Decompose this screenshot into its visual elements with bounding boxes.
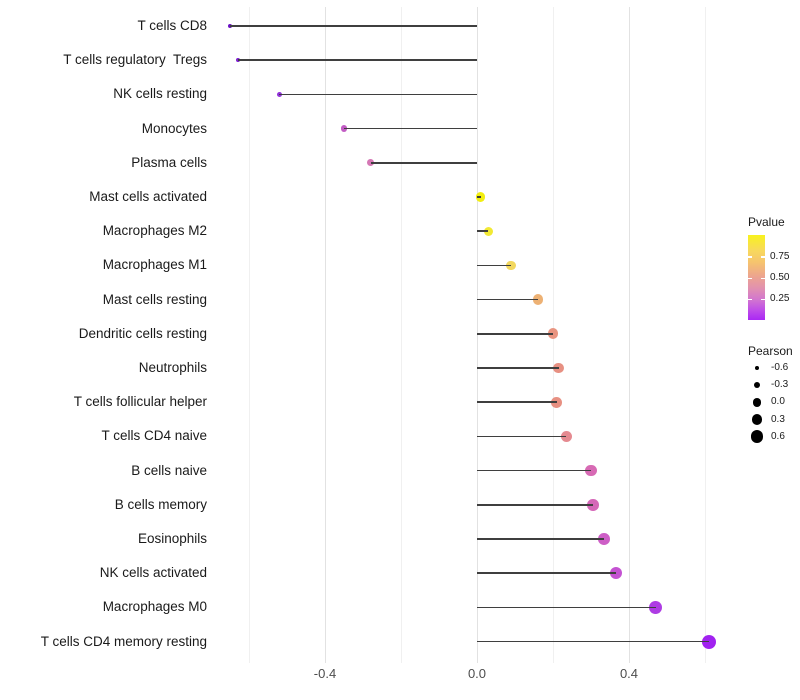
lollipop-stem — [279, 93, 477, 96]
cell-type-label: NK cells activated — [99, 565, 207, 581]
lollipop-stem — [237, 59, 477, 61]
lollipop-stem — [477, 196, 481, 198]
cell-type-label: B cells naive — [131, 462, 207, 478]
pearson-size-dot — [752, 398, 762, 407]
colorbar-tick-mark — [761, 298, 765, 301]
pearson-size-label: 0.6 — [771, 430, 785, 442]
data-point-dot — [609, 567, 622, 580]
lollipop-stem — [477, 606, 656, 609]
cell-type-label: Eosinophils — [137, 531, 207, 546]
lollipop-stem — [477, 640, 709, 643]
x-axis-tick-label: 0.4 — [619, 666, 639, 681]
cell-type-label: Macrophages M2 — [102, 223, 207, 239]
x-axis-tick-label: 0.0 — [467, 666, 487, 681]
lollipop-stem — [477, 401, 557, 403]
cell-type-label: T cells follicular helper — [73, 394, 207, 410]
cell-type-label: T cells regulatory Tregs — [63, 52, 207, 68]
cell-type-label: Mast cells resting — [102, 291, 207, 307]
pearson-size-dot — [755, 366, 759, 370]
colorbar-tick-mark — [761, 256, 765, 258]
data-point-dot — [506, 260, 517, 271]
cell-type-label: Plasma cells — [131, 154, 207, 170]
minor-gridline — [401, 7, 402, 663]
cell-type-label: Macrophages M1 — [102, 257, 207, 273]
lollipop-stem — [477, 367, 559, 369]
cell-type-label: Dendritic cells resting — [78, 325, 207, 341]
cell-type-label: Neutrophils — [138, 360, 207, 375]
pvalue-tick-label: 0.75 — [770, 250, 790, 262]
lollipop-stem — [477, 572, 616, 574]
pearson-size-dot — [751, 414, 763, 425]
cell-type-label: Mast cells activated — [89, 189, 207, 204]
colorbar-tick-mark — [748, 277, 752, 279]
pvalue-colorbar — [748, 235, 765, 320]
lollipop-stem — [477, 435, 567, 438]
lollipop-stem — [477, 298, 538, 301]
cell-type-label: T cells CD8 — [137, 18, 207, 33]
cell-type-label: Monocytes — [141, 120, 207, 136]
major-gridline — [477, 7, 478, 663]
data-point-dot — [340, 125, 348, 132]
cell-type-label: B cells memory — [114, 496, 207, 512]
pearson-size-label: -0.6 — [771, 362, 789, 373]
minor-gridline — [705, 7, 706, 663]
colorbar-tick-mark — [761, 277, 765, 279]
pearson-size-label: 0.0 — [771, 396, 785, 408]
colorbar-tick-mark — [748, 298, 752, 301]
cell-type-label: T cells CD4 memory resting — [40, 633, 207, 649]
data-point-dot — [553, 362, 565, 374]
data-point-dot — [649, 601, 663, 614]
lollipop-stem — [477, 264, 512, 267]
cell-type-label: NK cells resting — [113, 86, 207, 102]
major-gridline — [325, 7, 326, 663]
pearson-size-dot — [753, 382, 761, 389]
lollipop-stem — [344, 127, 477, 130]
lollipop-stem — [370, 162, 477, 164]
lollipop-stem — [477, 333, 553, 335]
major-gridline — [629, 7, 630, 663]
lollipop-stem — [477, 538, 605, 540]
pearson-size-dot — [750, 430, 764, 444]
data-point-dot — [701, 634, 716, 649]
pvalue-tick-label: 0.50 — [770, 272, 790, 283]
pearson-size-label: -0.3 — [771, 379, 789, 391]
data-point-dot — [560, 430, 572, 442]
data-point-dot — [367, 159, 374, 167]
lollipop-stem — [230, 25, 477, 27]
cell-type-label: T cells CD4 naive — [101, 428, 207, 444]
pearson-legend-title: Pearson — [748, 344, 793, 358]
lollipop-stem — [477, 469, 591, 472]
data-point-dot — [587, 499, 599, 511]
lollipop-stem — [477, 230, 489, 232]
colorbar-tick-mark — [748, 256, 752, 258]
pearson-size-label: 0.3 — [771, 413, 785, 425]
cell-type-label: Macrophages M0 — [102, 599, 207, 615]
pvalue-legend-title: Pvalue — [748, 215, 785, 229]
pvalue-tick-label: 0.25 — [770, 293, 790, 305]
lollipop-stem — [477, 504, 593, 506]
minor-gridline — [249, 7, 250, 663]
x-axis-tick-label: -0.4 — [313, 666, 337, 681]
